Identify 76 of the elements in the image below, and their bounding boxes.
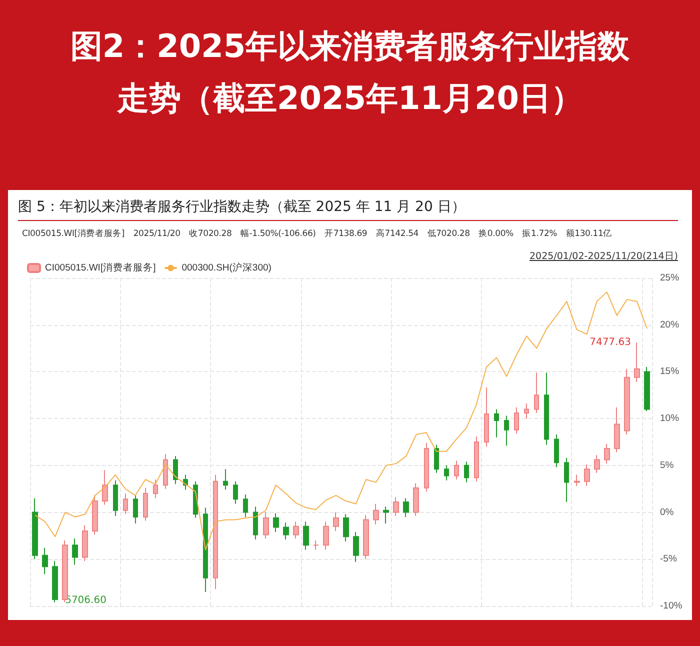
candlestick bbox=[524, 403, 529, 420]
candlestick bbox=[484, 387, 489, 448]
candlestick bbox=[403, 498, 409, 518]
candlestick bbox=[273, 512, 279, 532]
line-series bbox=[34, 292, 648, 550]
candlestick bbox=[594, 454, 600, 474]
candlestick bbox=[514, 406, 519, 434]
text: CI005015.WI[消费者服务] 2025/11/20 收7020.28 幅-1.50%(-106.66) 开7138.69 高7142.54 低7020.28 换0.00% 振1.72% 额130.11亿 bbox=[22, 228, 612, 240]
y-tick-label: 10% bbox=[660, 413, 680, 424]
y-tick-label: 25% bbox=[660, 272, 680, 284]
chart-subtitle: 图 5：年初以来消费者服务行业指数走势（截至 2025 年 11 月 20 日） bbox=[18, 198, 678, 221]
annotation: 5706.60 bbox=[65, 594, 106, 606]
candlestick bbox=[343, 514, 349, 542]
candlestick bbox=[393, 496, 399, 517]
candlestick bbox=[454, 460, 459, 480]
candlestick bbox=[323, 521, 329, 550]
candlestick bbox=[434, 444, 439, 474]
y-tick-label: -10% bbox=[660, 600, 683, 612]
candlestick bbox=[113, 480, 118, 517]
candlestick bbox=[494, 408, 499, 438]
y-tick-label: -5% bbox=[660, 554, 678, 565]
candlestick bbox=[82, 524, 88, 562]
candlestick bbox=[464, 461, 469, 483]
candlestick bbox=[123, 493, 128, 515]
candlestick bbox=[243, 494, 248, 518]
candlestick bbox=[102, 470, 108, 506]
candlestick bbox=[363, 514, 369, 560]
candlestick bbox=[223, 468, 228, 490]
candlestick bbox=[92, 494, 98, 536]
candlestick bbox=[413, 482, 419, 517]
legend-label: CI005015.WI[消费者服务] bbox=[45, 262, 156, 274]
candlestick bbox=[333, 512, 339, 532]
y-tick-label: 20% bbox=[660, 319, 680, 330]
candlestick bbox=[383, 506, 389, 524]
candlestick bbox=[253, 506, 258, 540]
y-tick-label: 15% bbox=[660, 366, 680, 378]
candlestick bbox=[72, 538, 78, 566]
candlestick bbox=[303, 521, 309, 550]
candlestick bbox=[263, 512, 269, 540]
candlestick bbox=[634, 342, 640, 383]
candlestick bbox=[163, 454, 168, 490]
candlestick bbox=[213, 474, 218, 590]
candlestick bbox=[293, 521, 299, 540]
legend-label: 000300.SH(沪深300) bbox=[182, 262, 272, 274]
y-tick-label: 5% bbox=[660, 460, 674, 471]
candlestick bbox=[353, 531, 359, 562]
candlestick bbox=[153, 478, 158, 499]
candlestick bbox=[444, 464, 449, 481]
candlestick bbox=[504, 415, 509, 446]
chart-title: 图2：2025年以来消费者服务行业指数走势（截至2025年11月20日） bbox=[69, 26, 631, 119]
candlestick bbox=[604, 443, 610, 464]
annotation: 7477.63 bbox=[590, 337, 631, 348]
candlestick bbox=[133, 494, 138, 524]
candlestick bbox=[614, 406, 620, 453]
candlestick bbox=[624, 368, 630, 436]
candlestick bbox=[143, 487, 148, 522]
candlestick bbox=[564, 457, 569, 502]
candlestick bbox=[574, 474, 580, 487]
candlestick bbox=[52, 560, 58, 603]
candlestick bbox=[173, 456, 178, 485]
candlestick bbox=[544, 372, 549, 446]
candlestick bbox=[283, 522, 289, 540]
candlestick bbox=[554, 434, 559, 468]
candlestick bbox=[233, 480, 238, 504]
candlestick bbox=[203, 507, 208, 592]
candlestick bbox=[534, 372, 539, 414]
candlestick bbox=[474, 436, 479, 482]
candlestick bbox=[32, 498, 38, 560]
y-tick-label: 0% bbox=[660, 506, 674, 518]
candlestick bbox=[584, 464, 590, 487]
candlestick bbox=[313, 540, 319, 550]
text: 2025/01/02-2025/11/20(214日) bbox=[530, 250, 678, 263]
candlestick bbox=[42, 547, 48, 575]
candlestick bbox=[424, 442, 429, 492]
candlestick bbox=[373, 503, 379, 525]
candlestick bbox=[644, 366, 650, 412]
